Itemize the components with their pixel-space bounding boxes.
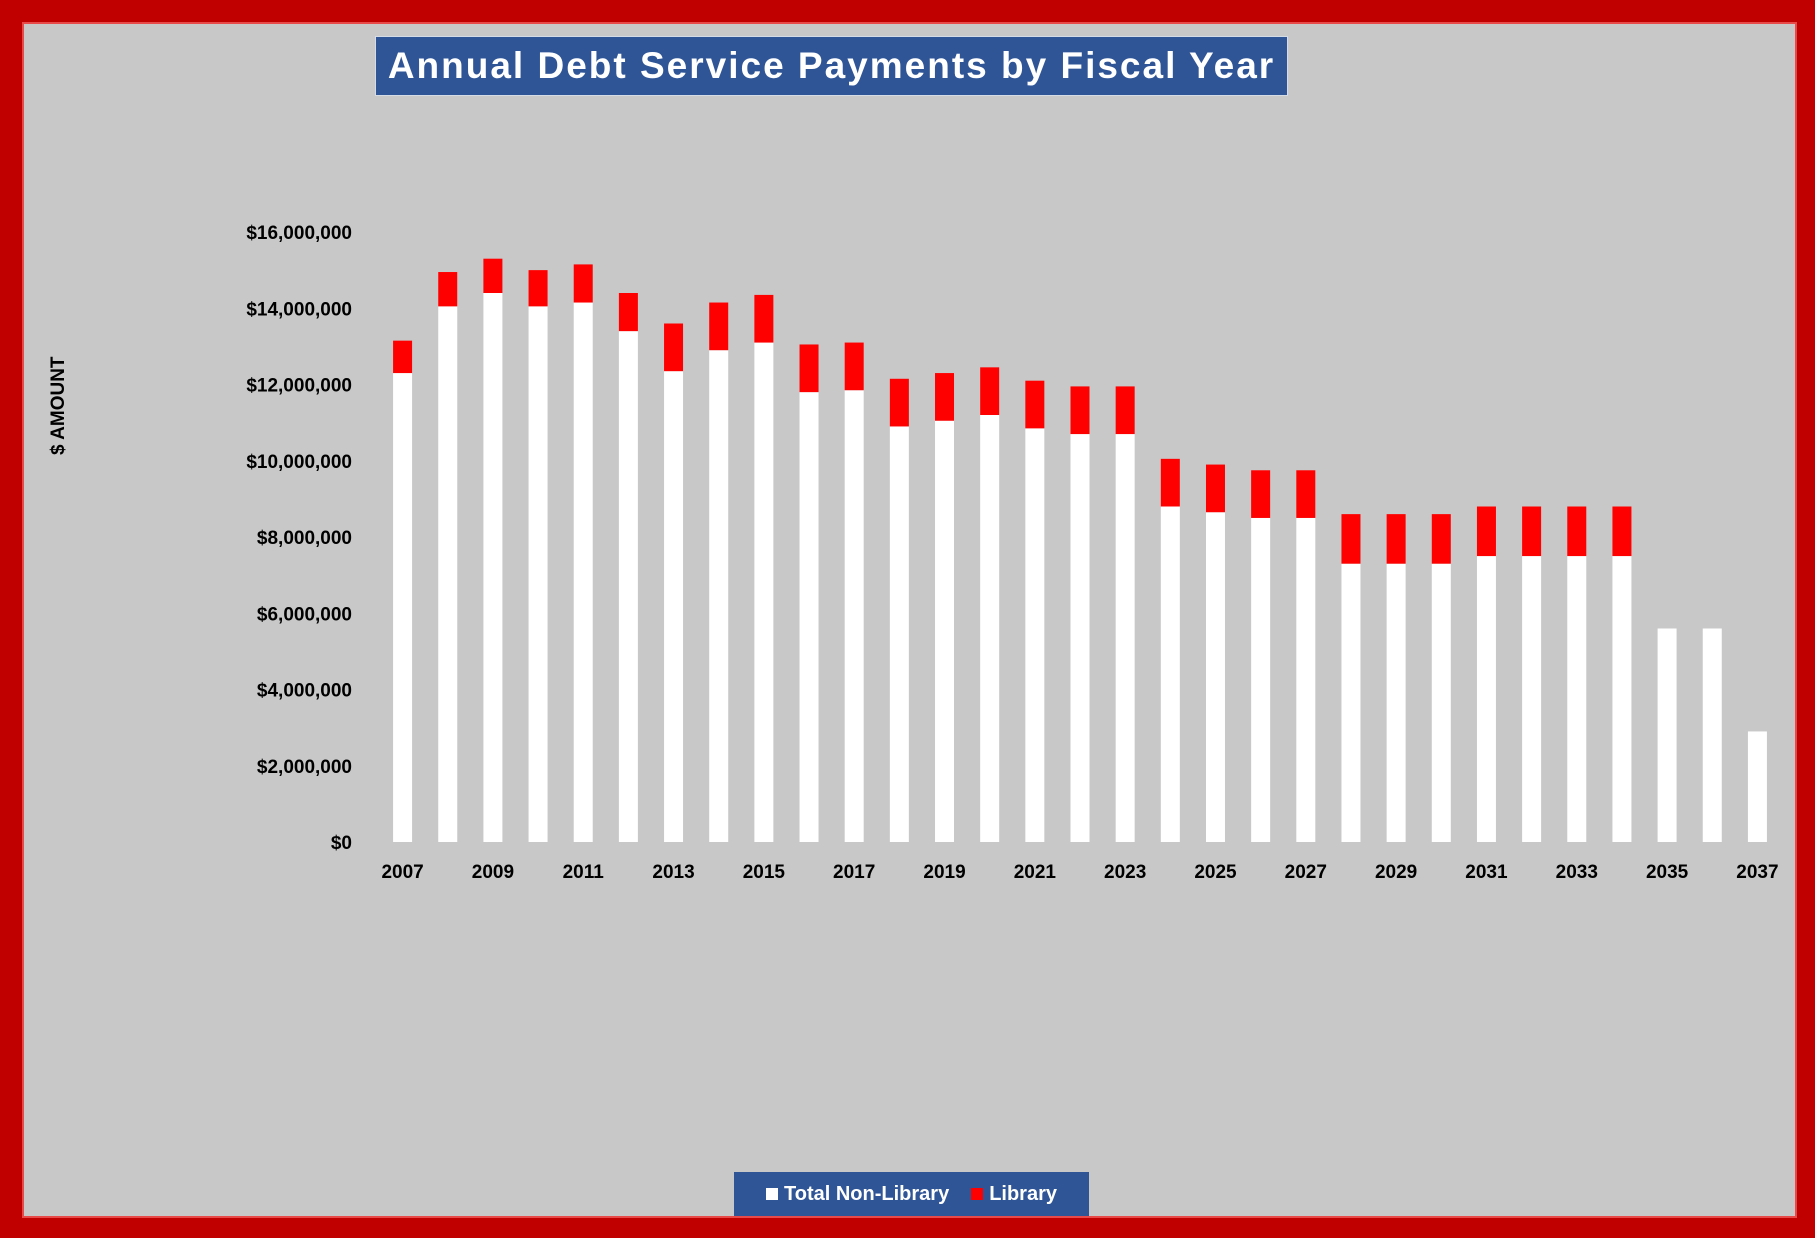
bar-non-library (1612, 556, 1632, 842)
bar-non-library (754, 342, 774, 842)
y-tick-label: $8,000,000 (257, 528, 352, 549)
bar-library (1431, 514, 1451, 564)
x-tick-label: 2025 (1194, 862, 1237, 883)
bar-non-library (1160, 506, 1180, 842)
bar-non-library (935, 420, 955, 842)
legend-swatch-non-library (766, 1188, 778, 1200)
y-tick-label: $14,000,000 (246, 299, 352, 320)
y-tick-label: $0 (331, 833, 352, 854)
bar-non-library (709, 350, 729, 842)
bar-non-library (1386, 563, 1406, 842)
bar-non-library (1657, 628, 1677, 842)
bar-non-library (1476, 556, 1496, 842)
legend-item-library: Library (971, 1183, 1057, 1206)
bar-library (1296, 470, 1316, 518)
x-tick-label: 2021 (1014, 862, 1057, 883)
y-tick-label: $12,000,000 (246, 376, 352, 397)
bar-non-library (618, 331, 638, 842)
bar-library (528, 270, 548, 307)
bar-non-library (1115, 434, 1135, 842)
x-tick-label: 2009 (472, 862, 514, 883)
bar-non-library (1567, 556, 1587, 842)
bar-non-library (664, 371, 684, 842)
bar-library (1070, 386, 1090, 435)
bar-library (1522, 506, 1542, 557)
x-tick-label: 2023 (1104, 862, 1146, 883)
bar-library (754, 294, 774, 343)
bar-non-library (438, 306, 458, 842)
bar-non-library (1025, 428, 1045, 842)
bar-library (1612, 506, 1632, 557)
legend-label-library: Library (989, 1182, 1057, 1205)
bar-library (393, 340, 413, 374)
bar-library (1251, 470, 1271, 518)
bar-library (1476, 506, 1496, 557)
legend-swatch-library (971, 1188, 984, 1200)
x-tick-label: 2033 (1556, 862, 1598, 883)
x-tick-label: 2007 (381, 862, 423, 883)
bar-non-library (1702, 628, 1722, 842)
bar-non-library (844, 390, 864, 842)
bar-library (1115, 386, 1135, 435)
bar-non-library (1070, 434, 1090, 842)
chart-title-box: Annual Debt Service Payments by Fiscal Y… (375, 36, 1288, 96)
bar-non-library (1431, 563, 1451, 842)
bar-library (664, 323, 684, 372)
bar-library (483, 258, 503, 293)
bar-library (618, 293, 638, 332)
bar-non-library (1205, 512, 1225, 842)
x-tick-label: 2019 (923, 862, 965, 883)
y-tick-label: $16,000,000 (246, 223, 352, 244)
x-tick-label: 2011 (563, 862, 605, 883)
x-tick-label: 2037 (1736, 862, 1778, 883)
bar-library (573, 264, 593, 303)
bar-library (980, 367, 1000, 415)
bar-library (935, 373, 955, 421)
bar-non-library (483, 293, 503, 842)
bar-library (1386, 514, 1406, 564)
bar-library (1205, 464, 1225, 513)
bar-library (844, 342, 864, 391)
chart-panel (22, 22, 1797, 1218)
bar-non-library (528, 306, 548, 842)
y-tick-label: $2,000,000 (257, 757, 352, 778)
x-tick-label: 2013 (652, 862, 694, 883)
x-tick-label: 2031 (1465, 862, 1508, 883)
bar-non-library (1251, 517, 1271, 842)
x-tick-label: 2017 (833, 862, 875, 883)
x-tick-label: 2035 (1646, 862, 1689, 883)
bar-library (799, 344, 819, 393)
bar-non-library (393, 373, 413, 842)
legend-item-non-library: Total Non-Library (766, 1183, 949, 1206)
bar-library (1567, 506, 1587, 557)
y-tick-label: $10,000,000 (246, 452, 352, 473)
legend: Total Non-Library Library (734, 1172, 1089, 1216)
bar-library (1160, 458, 1180, 507)
x-tick-label: 2027 (1285, 862, 1327, 883)
bar-non-library (980, 415, 1000, 842)
bar-library (709, 302, 729, 351)
bar-non-library (1747, 731, 1767, 842)
bar-library (438, 272, 458, 307)
legend-label-non-library: Total Non-Library (784, 1182, 950, 1205)
x-tick-label: 2015 (743, 862, 786, 883)
bar-library (1025, 380, 1045, 429)
y-tick-label: $6,000,000 (257, 604, 352, 625)
bar-non-library (1341, 563, 1361, 842)
bar-non-library (889, 426, 909, 842)
y-tick-label: $4,000,000 (257, 681, 352, 702)
bar-non-library (799, 392, 819, 842)
bar-non-library (573, 302, 593, 842)
bar-library (1341, 514, 1361, 564)
bar-non-library (1522, 556, 1542, 842)
bar-non-library (1296, 517, 1316, 842)
chart-title: Annual Debt Service Payments by Fiscal Y… (387, 45, 1276, 86)
x-tick-label: 2029 (1375, 862, 1417, 883)
bar-library (889, 378, 909, 427)
